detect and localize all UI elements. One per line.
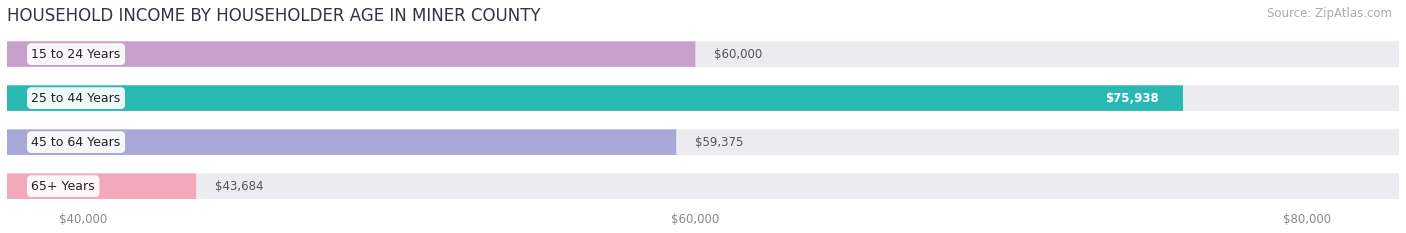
FancyBboxPatch shape <box>7 173 1399 199</box>
Text: $75,938: $75,938 <box>1105 92 1159 105</box>
FancyBboxPatch shape <box>7 41 1399 67</box>
Text: $43,684: $43,684 <box>215 180 263 193</box>
Text: HOUSEHOLD INCOME BY HOUSEHOLDER AGE IN MINER COUNTY: HOUSEHOLD INCOME BY HOUSEHOLDER AGE IN M… <box>7 7 540 25</box>
FancyBboxPatch shape <box>7 85 1182 111</box>
Text: Source: ZipAtlas.com: Source: ZipAtlas.com <box>1267 7 1392 20</box>
FancyBboxPatch shape <box>7 129 1399 155</box>
Text: 65+ Years: 65+ Years <box>31 180 96 193</box>
FancyBboxPatch shape <box>7 129 676 155</box>
FancyBboxPatch shape <box>7 85 1399 111</box>
FancyBboxPatch shape <box>7 173 197 199</box>
Text: 15 to 24 Years: 15 to 24 Years <box>31 48 121 61</box>
Text: 45 to 64 Years: 45 to 64 Years <box>31 136 121 149</box>
Text: 25 to 44 Years: 25 to 44 Years <box>31 92 121 105</box>
Text: $59,375: $59,375 <box>695 136 742 149</box>
FancyBboxPatch shape <box>7 41 696 67</box>
Text: $60,000: $60,000 <box>714 48 762 61</box>
